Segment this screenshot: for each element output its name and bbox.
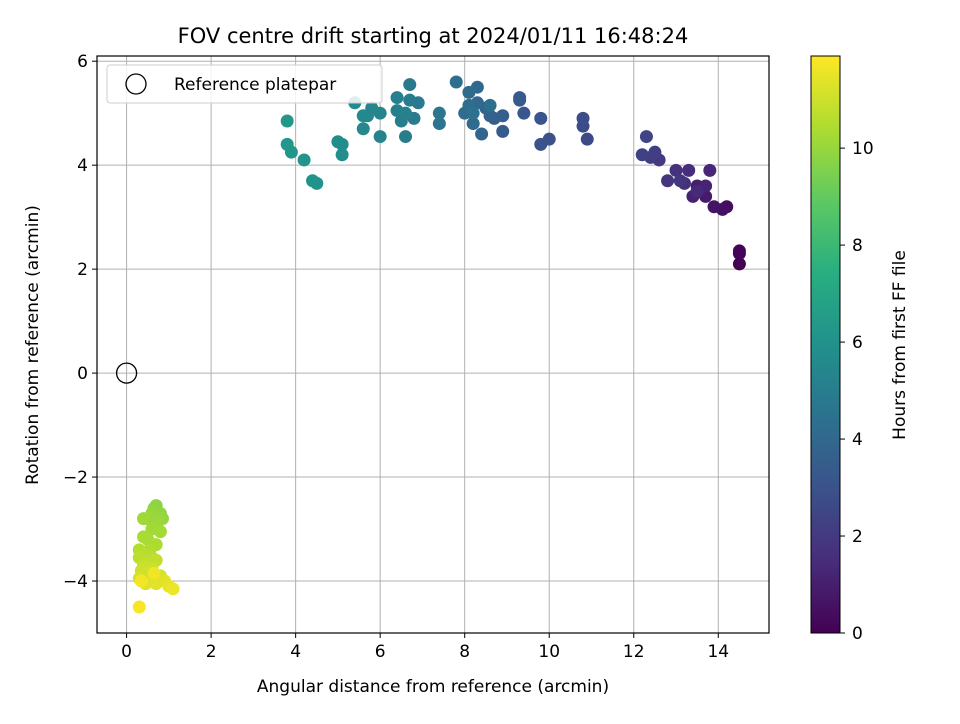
data-point — [576, 111, 590, 125]
data-point — [373, 130, 387, 144]
data-point — [690, 184, 704, 198]
colorbar-tick-label: 6 — [852, 333, 863, 353]
colorbar-tick-label: 10 — [852, 139, 874, 159]
data-point — [356, 109, 370, 123]
x-tick-label: 0 — [121, 642, 132, 662]
data-point — [335, 148, 349, 162]
colorbar: 0 2 4 6 8 10 Hours from first FF file — [810, 55, 910, 644]
data-point — [648, 145, 662, 159]
x-tick-label: 4 — [290, 642, 301, 662]
data-point — [403, 78, 417, 92]
data-point — [462, 85, 476, 99]
y-axis-label: Rotation from reference (arcmin) — [23, 205, 43, 485]
data-point — [132, 600, 146, 614]
data-point — [280, 137, 294, 151]
data-point — [661, 174, 675, 188]
colorbar-tick-label: 8 — [852, 236, 863, 256]
data-point — [517, 106, 531, 120]
y-tick-label: 0 — [77, 364, 88, 384]
data-point — [136, 512, 150, 526]
data-point — [534, 111, 548, 125]
data-point — [513, 93, 527, 107]
colorbar-label: Hours from first FF file — [890, 250, 910, 440]
x-tick-label: 12 — [623, 642, 645, 662]
data-point — [635, 148, 649, 162]
y-tick-label: 2 — [77, 260, 88, 280]
data-point — [297, 153, 311, 167]
colorbar-tick-label: 0 — [852, 624, 863, 644]
y-tick-label: −2 — [63, 468, 88, 488]
data-point — [134, 574, 148, 588]
data-point — [466, 117, 480, 131]
y-tick-label: −4 — [63, 572, 88, 592]
colorbar-tick-label: 4 — [852, 430, 863, 450]
data-point — [149, 577, 163, 591]
data-point — [432, 117, 446, 131]
data-point — [399, 106, 413, 120]
data-point — [403, 93, 417, 107]
y-tick-label: 6 — [77, 52, 88, 72]
reference-platepar-marker — [115, 362, 138, 384]
data-points — [132, 75, 746, 614]
x-tick-label: 10 — [538, 642, 560, 662]
legend-reference-icon — [125, 73, 147, 95]
data-point — [732, 244, 746, 258]
data-point — [432, 106, 446, 120]
data-point — [580, 132, 594, 146]
colorbar-gradient — [810, 55, 841, 634]
data-point — [475, 127, 489, 141]
data-point — [153, 525, 167, 539]
data-point — [280, 114, 294, 128]
data-point — [466, 106, 480, 120]
y-axis-ticks: −4 −2 0 2 4 6 — [63, 52, 97, 592]
legend-box — [106, 64, 383, 104]
data-point — [682, 163, 696, 177]
x-tick-label: 6 — [375, 642, 386, 662]
x-tick-label: 8 — [459, 642, 470, 662]
grid-lines — [97, 56, 769, 633]
chart-title: FOV centre drift starting at 2024/01/11 … — [178, 24, 689, 48]
legend: Reference platepar — [106, 64, 383, 104]
data-point — [356, 122, 370, 136]
data-point — [136, 530, 150, 544]
data-point — [703, 163, 717, 177]
data-point — [669, 163, 683, 177]
data-point — [483, 98, 497, 112]
data-point — [390, 91, 404, 105]
data-point — [639, 130, 653, 144]
data-point — [399, 130, 413, 144]
data-point — [331, 135, 345, 149]
data-point — [166, 582, 180, 596]
data-point — [306, 174, 320, 188]
data-point — [673, 174, 687, 188]
data-point — [732, 257, 746, 271]
x-axis-label: Angular distance from reference (arcmin) — [257, 677, 609, 697]
data-point — [496, 124, 510, 138]
x-axis-ticks: 0 2 4 6 8 10 12 14 — [121, 633, 729, 662]
data-point — [534, 137, 548, 151]
data-point — [147, 566, 161, 580]
plot-frame — [96, 55, 770, 634]
data-point — [449, 75, 463, 89]
x-tick-label: 14 — [707, 642, 729, 662]
y-tick-label: 4 — [77, 156, 88, 176]
legend-entry-reference: Reference platepar — [174, 75, 336, 95]
reference-marker-group — [115, 362, 138, 384]
data-point — [707, 200, 721, 214]
x-tick-label: 2 — [206, 642, 217, 662]
colorbar-ticks: 0 2 4 6 8 10 — [840, 139, 874, 644]
colorbar-tick-label: 2 — [852, 527, 863, 547]
